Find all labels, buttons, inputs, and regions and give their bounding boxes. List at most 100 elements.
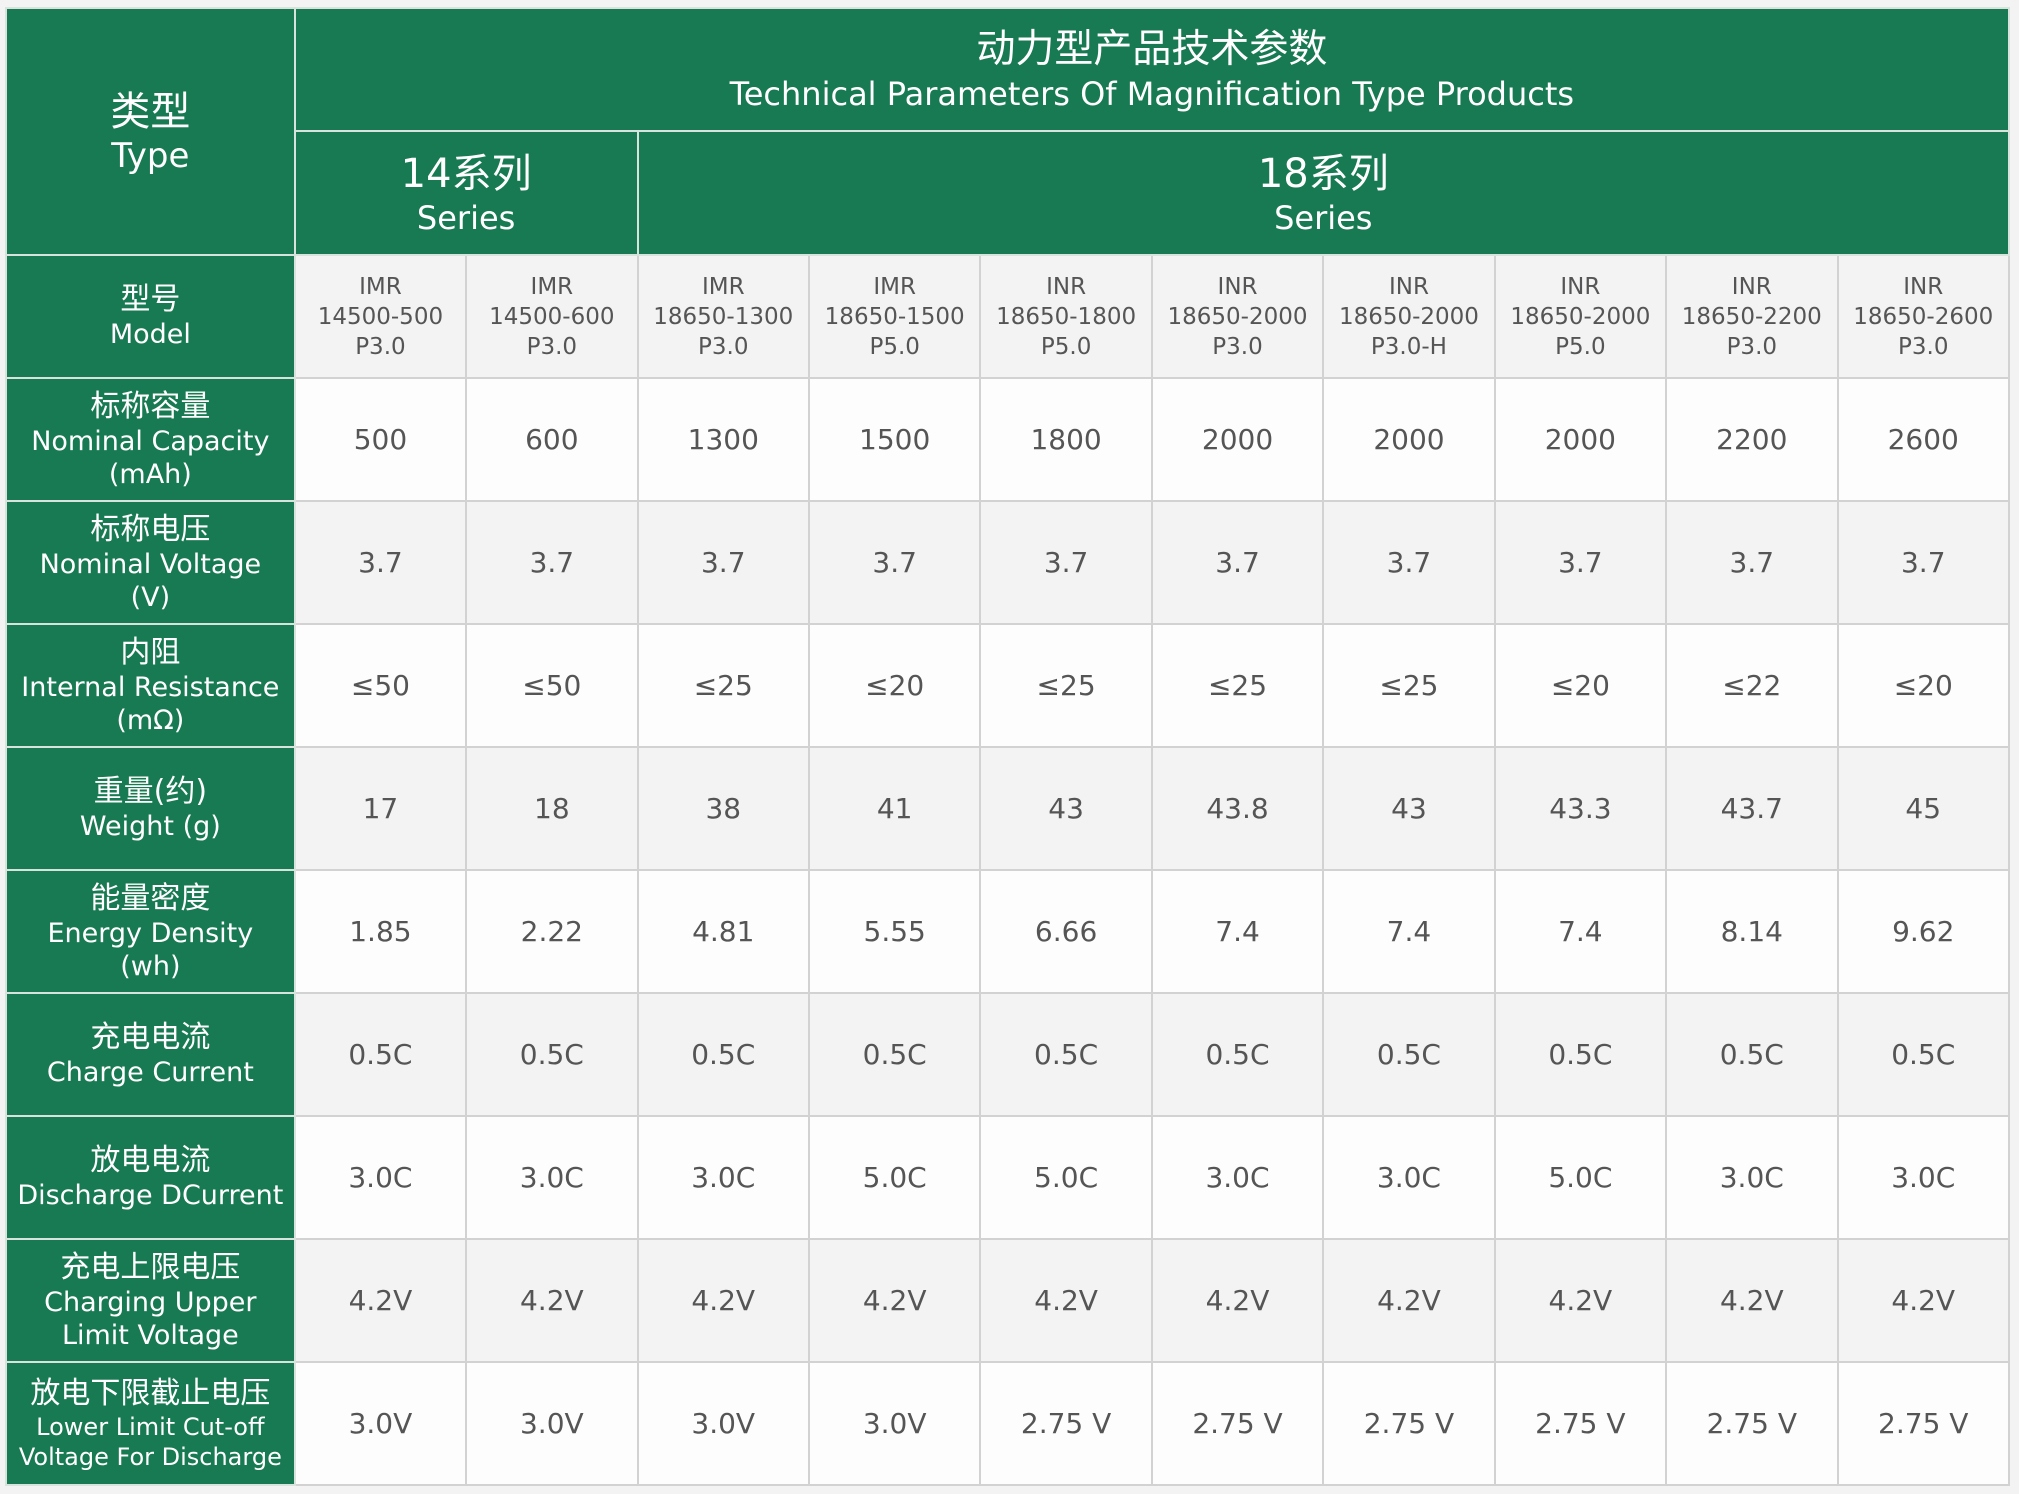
value-cell: 1800 xyxy=(979,377,1153,502)
value-cell: 3.0V xyxy=(807,1361,982,1486)
value-cell: 0.5C xyxy=(1665,992,1839,1117)
value-cell: 43.3 xyxy=(1493,746,1668,871)
series-14-header: 14系列 Series xyxy=(293,130,639,256)
series-label-en: Series xyxy=(416,199,516,237)
value-cell: 1300 xyxy=(636,377,810,502)
value-cell: 6.66 xyxy=(979,869,1153,994)
row-header: 放电电流 Discharge DCurrent xyxy=(5,1115,296,1240)
value-cell: ≤50 xyxy=(465,623,639,748)
value-cell: ≤25 xyxy=(979,623,1153,748)
value-cell: 4.2V xyxy=(1493,1238,1668,1363)
table-row: 放电电流 Discharge DCurrent 3.0C 3.0C 3.0C 5.0C 5.… xyxy=(5,1115,2010,1240)
value-cell: ≤25 xyxy=(636,623,810,748)
model-line: 18650-2600 xyxy=(1853,303,1994,330)
model-line: 18650-1300 xyxy=(653,303,794,330)
table-row: 充电上限电压 Charging Upper Limit Voltage 4.2V 4.2… xyxy=(5,1238,2010,1363)
value-cell: 4.2V xyxy=(1665,1238,1839,1363)
table-row: 放电下限截止电压 Lower Limit Cut-off Voltage For D… xyxy=(5,1361,2010,1486)
row-header: 放电下限截止电压 Lower Limit Cut-off Voltage For D… xyxy=(5,1361,296,1486)
model-line: 18650-2000 xyxy=(1510,303,1651,330)
series-label-en: Series xyxy=(1274,199,1373,237)
model-cell: INR 18650-2600 P3.0 xyxy=(1836,254,2010,379)
model-line: 18650-2000 xyxy=(1167,303,1308,330)
value-cell: 17 xyxy=(293,746,468,871)
value-cell: 2.75 V xyxy=(1836,1361,2010,1486)
value-cell: 3.7 xyxy=(1322,500,1496,625)
value-cell: 3.0C xyxy=(465,1115,639,1240)
model-cell: IMR 14500-600 P3.0 xyxy=(465,254,639,379)
value-cell: 43.8 xyxy=(1150,746,1325,871)
value-cell: 2000 xyxy=(1493,377,1668,502)
model-line: IMR xyxy=(530,273,574,300)
row-label-zh: 充电电流 xyxy=(90,1020,211,1055)
value-cell: 43 xyxy=(979,746,1153,871)
type-header: 类型 Type xyxy=(5,7,296,256)
value-cell: 3.0C xyxy=(636,1115,810,1240)
value-cell: 3.7 xyxy=(465,500,639,625)
row-label-en: (mΩ) xyxy=(116,704,185,736)
row-header: 标称容量 Nominal Capacity (mAh) xyxy=(5,377,296,502)
series-label-zh: 18系列 xyxy=(1257,151,1389,197)
model-line: 18650-1800 xyxy=(996,303,1137,330)
value-cell: 3.7 xyxy=(807,500,982,625)
row-label-en: Nominal Capacity xyxy=(31,425,270,457)
value-cell: 5.0C xyxy=(979,1115,1153,1240)
value-cell: 2.22 xyxy=(465,869,639,994)
model-line: 18650-2000 xyxy=(1338,303,1479,330)
value-cell: 3.0C xyxy=(1836,1115,2010,1240)
row-label-en: Limit Voltage xyxy=(61,1319,239,1351)
model-cell: INR 18650-2000 P3.0-H xyxy=(1322,254,1496,379)
value-cell: 4.2V xyxy=(979,1238,1153,1363)
row-label-zh: 重量(约) xyxy=(93,774,208,809)
value-cell: 0.5C xyxy=(293,992,468,1117)
row-label-en: Lower Limit Cut-off xyxy=(36,1412,265,1441)
value-cell: 2.75 V xyxy=(1322,1361,1496,1486)
model-line: 18650-1500 xyxy=(824,303,965,330)
model-cell: INR 18650-2200 P3.0 xyxy=(1665,254,1839,379)
row-label-en: Charge Current xyxy=(46,1057,254,1088)
row-header-model: 型号 Model xyxy=(5,254,296,379)
value-cell: 3.7 xyxy=(1665,500,1839,625)
model-cell: IMR 18650-1500 P5.0 xyxy=(807,254,982,379)
value-cell: 0.5C xyxy=(1836,992,2010,1117)
value-cell: 3.7 xyxy=(636,500,810,625)
model-line: INR xyxy=(1731,273,1772,300)
row-label-zh: 能量密度 xyxy=(90,880,211,916)
model-line: P5.0 xyxy=(1555,333,1606,360)
model-cell: INR 18650-1800 P5.0 xyxy=(979,254,1153,379)
value-cell: 3.7 xyxy=(979,500,1153,625)
model-line: P3.0 xyxy=(698,333,749,360)
value-cell: 4.2V xyxy=(465,1238,639,1363)
model-line: INR xyxy=(1046,273,1087,300)
model-line: P3.0-H xyxy=(1370,333,1447,360)
value-cell: 3.0V xyxy=(465,1361,639,1486)
model-cell: IMR 14500-500 P3.0 xyxy=(293,254,468,379)
value-cell: 0.5C xyxy=(1322,992,1496,1117)
model-line: P5.0 xyxy=(869,333,920,360)
value-cell: ≤20 xyxy=(1493,623,1668,748)
value-cell: 7.4 xyxy=(1493,869,1668,994)
value-cell: 2600 xyxy=(1836,377,2010,502)
value-cell: 600 xyxy=(465,377,639,502)
table-row: 能量密度 Energy Density (wh) 1.85 2.22 4.81 5.55 6.… xyxy=(5,869,2010,994)
value-cell: 3.0C xyxy=(1150,1115,1325,1240)
value-cell: 3.7 xyxy=(293,500,468,625)
value-cell: 3.7 xyxy=(1836,500,2010,625)
table-row: 充电电流 Charge Current 0.5C 0.5C 0.5C 0.5C 0.5C 0.… xyxy=(5,992,2010,1117)
value-cell: 5.0C xyxy=(807,1115,982,1240)
value-cell: 41 xyxy=(807,746,982,871)
value-cell: 1.85 xyxy=(293,869,468,994)
value-cell: 3.7 xyxy=(1493,500,1668,625)
value-cell: 4.2V xyxy=(636,1238,810,1363)
value-cell: 2.75 V xyxy=(1665,1361,1839,1486)
value-cell: 4.2V xyxy=(807,1238,982,1363)
table-row: 重量(约) Weight (g) 17 18 38 41 43 43.8 43 43.3 43.7 4… xyxy=(5,746,2010,871)
row-header: 标称电压 Nominal Voltage (V) xyxy=(5,500,296,625)
value-cell: 3.0V xyxy=(636,1361,810,1486)
value-cell: 3.0C xyxy=(1665,1115,1839,1240)
type-label-en: Type xyxy=(111,135,190,176)
model-line: P3.0 xyxy=(1726,333,1778,360)
table-row: 标称容量 Nominal Capacity (mAh) 500 600 1300 1500 1… xyxy=(5,377,2010,502)
model-cell: INR 18650-2000 P3.0 xyxy=(1150,254,1325,379)
model-cell: IMR 18650-1300 P3.0 xyxy=(636,254,810,379)
